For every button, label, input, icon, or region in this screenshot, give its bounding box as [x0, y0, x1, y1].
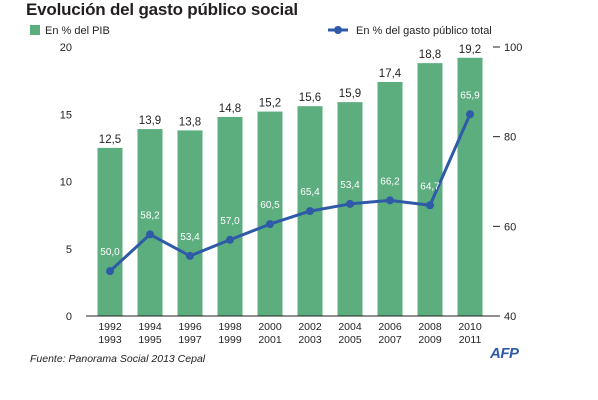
x-tick-label: 1996 [178, 321, 202, 333]
line-value-label: 50,0 [100, 247, 120, 258]
line-point [266, 220, 274, 229]
line-value-label: 65,9 [460, 90, 480, 101]
bar-value-label: 17,4 [379, 68, 402, 80]
x-tick-label: 2003 [298, 334, 322, 346]
bar-value-label: 18,8 [419, 49, 441, 61]
legend-bar-swatch [30, 25, 40, 35]
line-value-label: 60,5 [260, 200, 280, 211]
bar [257, 111, 283, 316]
x-tick-label: 2000 [258, 321, 282, 333]
legend-bar-label: En % del PIB [45, 25, 110, 37]
x-tick-label: 2009 [418, 334, 442, 346]
bar [177, 130, 203, 316]
legend-line-label: En % del gasto público total [356, 25, 492, 37]
y-right-tick-label: 60 [504, 221, 516, 233]
y-left-tick-label: 0 [66, 311, 72, 323]
bar [457, 57, 483, 316]
x-tick-label: 1997 [178, 334, 202, 346]
line-value-label: 53,4 [180, 232, 200, 243]
line-point [346, 199, 354, 208]
x-tick-label: 1992 [98, 321, 122, 333]
bar [97, 147, 123, 316]
bar-series [86, 57, 494, 317]
x-tick-label: 2005 [338, 334, 362, 346]
x-tick-label: 1999 [218, 334, 242, 346]
legend: En % del PIB En % del gasto público total [30, 25, 492, 37]
afp-logo: AFP [490, 345, 519, 362]
bar-value-label: 19,2 [459, 44, 481, 56]
bar-value-label: 15,6 [299, 92, 321, 104]
x-tick-label: 2010 [458, 321, 482, 333]
line-series: 50,0 58,2 53,4 57,0 60,5 65,4 53,4 66,2 64,7 65,9 [100, 90, 480, 276]
x-tick-label: 1995 [138, 334, 162, 346]
x-tick-label: 1993 [98, 334, 122, 346]
x-tick-label: 2004 [338, 321, 362, 333]
line-point [186, 251, 194, 260]
line-value-label: 66,2 [380, 176, 400, 187]
y-left-tick-label: 10 [60, 177, 72, 189]
bar [217, 116, 243, 316]
bar [137, 129, 163, 316]
line-point [426, 201, 434, 210]
line-value-label: 57,0 [220, 216, 240, 227]
bar [337, 102, 363, 317]
y-right-tick-label: 40 [504, 311, 516, 323]
left-axis: 0 5 10 15 20 [60, 42, 72, 323]
line-point [146, 230, 154, 239]
x-tick-label: 1994 [138, 321, 162, 333]
x-tick-label: 2008 [418, 321, 442, 333]
x-tick-label: 2006 [378, 321, 402, 333]
bar-value-label: 12,5 [99, 134, 121, 146]
right-axis: 40 60 80 100 [493, 42, 522, 323]
line-value-label: 64,7 [420, 181, 440, 192]
line-value-label: 65,4 [300, 187, 320, 198]
y-left-tick-label: 5 [66, 244, 72, 256]
bar-value-label: 13,9 [139, 115, 161, 127]
line-point [226, 235, 234, 244]
bar-labels: 12,5 13,9 13,8 14,8 15,2 15,6 15,9 17,4 18,8 19,2 [99, 44, 481, 146]
y-left-tick-label: 15 [60, 109, 72, 121]
x-tick-label: 2007 [378, 334, 402, 346]
bar-value-label: 14,8 [219, 103, 241, 115]
x-tick-label: 2011 [459, 334, 482, 346]
line-point [306, 207, 314, 216]
line-point [466, 110, 474, 119]
x-tick-label: 1998 [218, 321, 242, 333]
line-point [386, 196, 394, 205]
x-tick-label: 2001 [258, 334, 282, 346]
bar-value-label: 15,2 [259, 98, 281, 110]
y-left-tick-label: 20 [60, 42, 72, 54]
x-tick-label: 2002 [298, 321, 322, 333]
y-right-tick-label: 100 [504, 42, 522, 54]
line-value-label: 58,2 [140, 210, 160, 221]
source-note: Fuente: Panorama Social 2013 Cepal [30, 353, 206, 365]
line-path [108, 113, 472, 273]
bar-value-label: 13,8 [179, 116, 201, 128]
chart-title: Evolución del gasto público social [26, 0, 298, 19]
legend-line-marker [334, 26, 342, 34]
bar-value-label: 15,9 [339, 88, 361, 100]
line-value-label: 53,4 [340, 180, 360, 191]
line-point [106, 267, 114, 276]
y-right-tick-label: 80 [504, 132, 516, 144]
